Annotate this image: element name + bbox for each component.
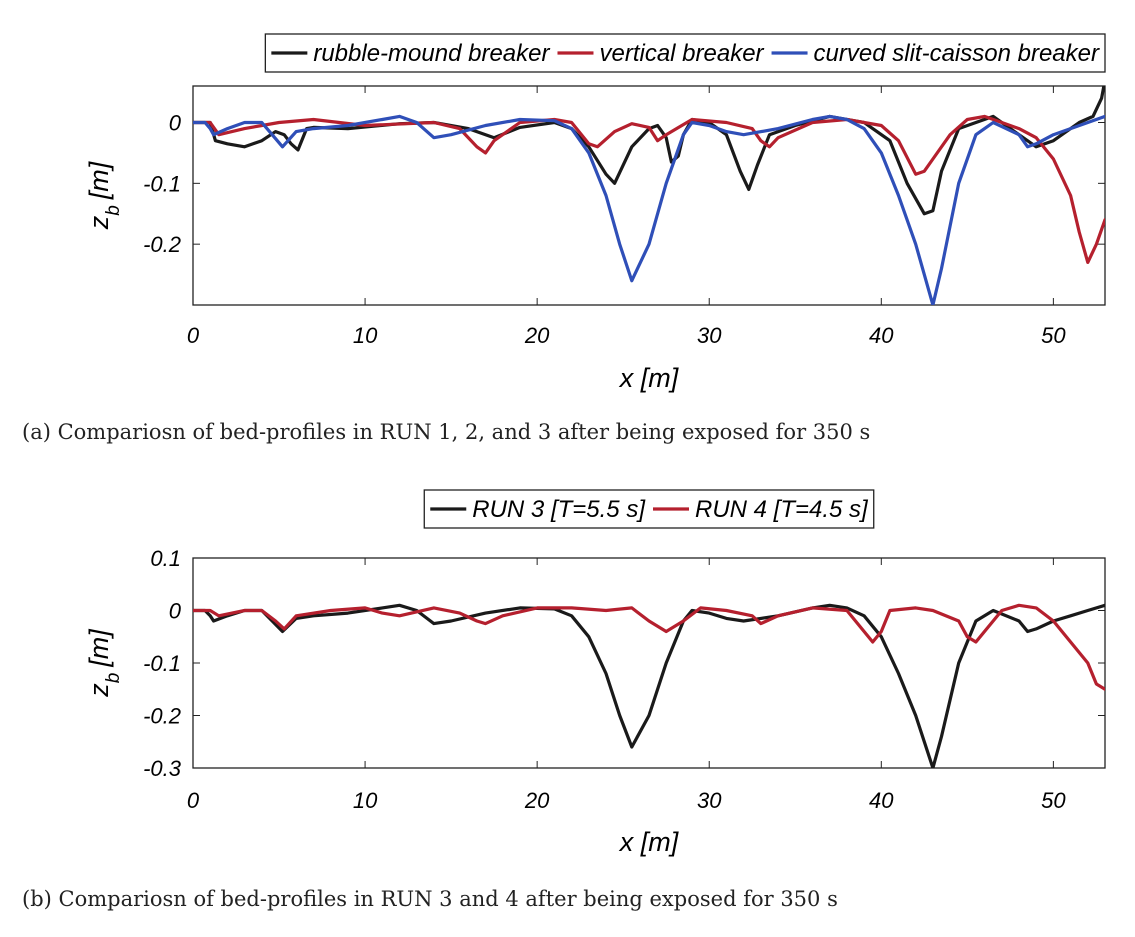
legend-box [264,33,1106,73]
y-tick-label: -0.2 [143,704,181,729]
x-axis-label: x [m] [618,827,680,857]
legend-label-2: RUN 4 [T=4.5 s] [695,496,869,523]
y-tick-label: 0 [169,111,182,136]
legend-label-1: rubble-mound breaker [313,40,550,67]
x-tick-label: 50 [1041,323,1066,348]
x-tick-label: 10 [353,323,378,348]
figure-caption: (b) Compariosn of bed-profiles in RUN 3 … [22,887,838,911]
x-tick-label: 50 [1041,788,1066,813]
chart-panel-a: 0 10 20 30 40 50 0 -0.1 -0.2 x [m] zb [m] rubble-mou… [22,33,1106,444]
x-tick-label: 40 [869,788,894,813]
series-line-1 [193,86,1105,216]
plot-frame [192,557,1106,769]
legend-label-3: curved slit-caisson breaker [814,40,1100,67]
legend-label-1: RUN 3 [T=5.5 s] [472,496,646,523]
y-axis-label-unit: [m] [84,160,114,200]
x-tick-label: 30 [697,323,722,348]
y-tick-label: -0.1 [143,171,181,196]
series-line-2 [193,603,1105,691]
chart-panel-b: 0 10 20 30 40 50 0.1 0 -0.1 -0.2 -0.3 x [m] zb [m] RUN… [22,489,1106,911]
y-tick-label: 0.1 [150,546,181,571]
y-axis-label-main: z [84,683,114,698]
y-axis-label: zb [m] [84,160,124,230]
y-axis-label-main: z [84,215,114,230]
y-tick-label: -0.1 [143,651,181,676]
x-tick-label: 10 [353,788,378,813]
y-tick-label: -0.2 [143,232,181,257]
y-axis-label-subscript: b [103,205,124,216]
legend-box [423,489,875,529]
series-group [193,86,1105,305]
x-tick-label: 20 [524,788,550,813]
x-axis-label: x [m] [618,363,680,393]
x-tick-label: 0 [187,788,200,813]
legend: rubble-mound breaker vertical breaker curv… [264,33,1106,73]
y-tick-label: -0.3 [143,756,182,781]
y-tick-label: 0 [169,599,182,624]
y-axis-label: zb [m] [84,628,124,698]
y-axis-label-unit: [m] [84,628,114,668]
legend-label-2: vertical breaker [599,40,764,67]
series-line-2 [193,114,1105,264]
x-tick-label: 30 [697,788,722,813]
x-tick-label: 40 [869,323,894,348]
y-axis-label-subscript: b [103,673,124,684]
figure-caption: (a) Compariosn of bed-profiles in RUN 1,… [22,420,870,444]
series-group [193,603,1105,768]
x-tick-label: 20 [524,323,550,348]
legend: RUN 3 [T=5.5 s] RUN 4 [T=4.5 s] [423,489,875,529]
series-line-3 [193,114,1105,305]
x-tick-label: 0 [187,323,200,348]
